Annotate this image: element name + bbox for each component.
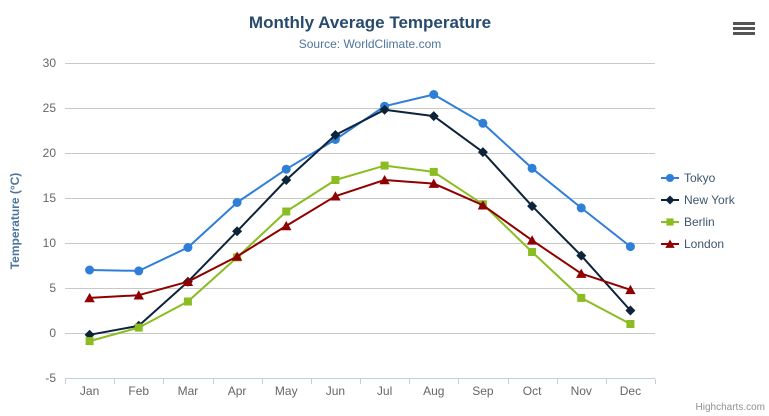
legend-marker-tokyo [665, 173, 675, 183]
hamburger-bar [733, 32, 755, 35]
series-marker-new-york[interactable] [527, 201, 538, 212]
series-marker-berlin[interactable] [380, 161, 389, 170]
series-marker-london[interactable] [330, 191, 341, 201]
x-axis-label: Apr [228, 384, 247, 398]
legend-diamond-icon [661, 195, 679, 205]
x-axis-label: Jan [80, 384, 99, 398]
series-marker-london[interactable] [477, 200, 489, 210]
series-marker-new-york[interactable] [379, 104, 390, 115]
series-marker-tokyo[interactable] [478, 118, 488, 128]
series-marker-tokyo[interactable] [429, 90, 439, 99]
series-marker-berlin[interactable] [528, 248, 537, 256]
y-axis-label: -5 [45, 371, 56, 385]
series-marker-tokyo[interactable] [183, 243, 193, 252]
series-marker-tokyo[interactable] [232, 198, 242, 207]
x-axis-label: Jun [326, 384, 345, 398]
series-marker-london[interactable] [231, 251, 243, 261]
hamburger-bar [733, 27, 755, 30]
series-marker-tokyo[interactable] [576, 203, 586, 213]
credits-link[interactable]: Highcharts.com [695, 402, 765, 413]
series-line-berlin [88, 164, 632, 343]
series-marker-berlin[interactable] [577, 293, 586, 302]
series-marker-london[interactable] [379, 175, 390, 185]
legend-label-london: London [684, 237, 725, 251]
series-marker-tokyo[interactable] [134, 266, 144, 276]
legend-item-london[interactable]: London [661, 233, 735, 255]
legend-label-berlin: Berlin [684, 215, 715, 229]
hamburger-menu-icon[interactable] [733, 20, 757, 37]
y-axis-label: 25 [43, 101, 57, 115]
series-marker-berlin[interactable] [282, 207, 291, 216]
x-axis-label: Oct [523, 384, 542, 398]
legend-label-new-york: New York [684, 193, 735, 207]
series-marker-berlin[interactable] [85, 337, 94, 346]
series-line-london [88, 179, 632, 299]
series-marker-new-york[interactable] [281, 175, 292, 185]
series-marker-berlin[interactable] [626, 320, 635, 328]
series-marker-new-york[interactable] [576, 250, 587, 261]
series-marker-berlin[interactable] [134, 323, 143, 332]
legend-item-new-york[interactable]: New York [661, 189, 735, 211]
series-marker-london[interactable] [625, 284, 636, 295]
series-marker-new-york[interactable] [428, 111, 439, 122]
legend-triangle-icon [661, 239, 679, 248]
x-axis-label: Sep [472, 384, 494, 398]
y-axis-label: 5 [49, 281, 56, 295]
series-marker-berlin[interactable] [331, 176, 340, 184]
x-axis-label: Dec [620, 384, 641, 398]
series-marker-london[interactable] [84, 292, 95, 303]
series-marker-london[interactable] [576, 268, 587, 278]
legend-marker-berlin [666, 218, 674, 226]
series-marker-new-york[interactable] [625, 305, 636, 316]
series-marker-london[interactable] [526, 235, 538, 245]
series-marker-london[interactable] [182, 276, 194, 286]
x-axis-label: Nov [571, 384, 592, 398]
x-axis-label: Jul [377, 384, 392, 398]
series-marker-berlin[interactable] [429, 167, 438, 176]
hamburger-bar [733, 22, 755, 25]
legend-marker-london [665, 239, 675, 248]
x-axis-label: May [275, 384, 298, 398]
series-marker-london[interactable] [428, 178, 439, 188]
series-marker-london[interactable] [281, 220, 292, 231]
x-axis-label: Feb [128, 384, 149, 398]
y-axis-label: 30 [43, 56, 57, 70]
legend-square-icon [661, 218, 679, 226]
y-axis-label: 10 [43, 236, 57, 250]
legend-item-berlin[interactable]: Berlin [661, 211, 735, 233]
legend-item-tokyo[interactable]: Tokyo [661, 167, 735, 189]
series-marker-berlin[interactable] [183, 297, 192, 306]
series-marker-new-york[interactable] [477, 147, 488, 158]
series-marker-tokyo[interactable] [527, 163, 537, 173]
series-marker-tokyo[interactable] [625, 242, 635, 252]
series-marker-new-york[interactable] [232, 226, 243, 237]
series-marker-tokyo[interactable] [85, 265, 95, 275]
x-axis-label: Aug [423, 384, 444, 398]
series-marker-london[interactable] [133, 290, 144, 300]
series-marker-new-york[interactable] [330, 130, 341, 140]
series-line-new-york [88, 108, 632, 336]
series-line-tokyo [88, 93, 632, 272]
x-axis-label: Mar [178, 384, 199, 398]
legend-marker-new-york [665, 195, 675, 205]
legend-label-tokyo: Tokyo [684, 171, 716, 185]
legend-circle-icon [661, 173, 679, 183]
series-marker-tokyo[interactable] [281, 164, 291, 174]
y-axis-label: 20 [43, 146, 57, 160]
legend: Tokyo New York Berlin London [661, 167, 735, 255]
y-axis-label: 15 [43, 191, 57, 205]
chart-title: Monthly Average Temperature [248, 13, 492, 32]
y-axis-label: 0 [49, 326, 56, 340]
chart-subtitle: Source: WorldClimate.com [298, 37, 442, 51]
